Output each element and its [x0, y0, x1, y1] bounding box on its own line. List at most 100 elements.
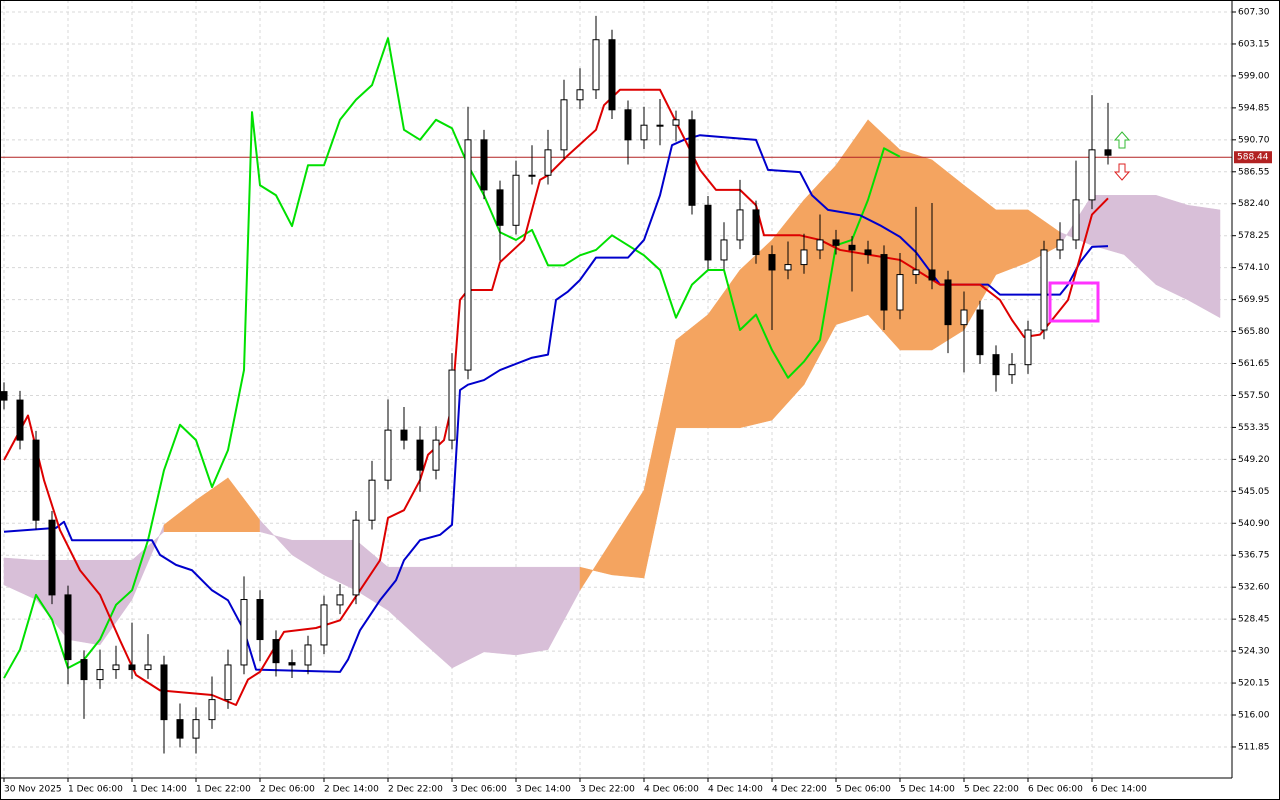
candle-body — [240, 599, 248, 666]
highlight-box — [1048, 281, 1100, 323]
x-tick-label: 3 Dec 06:00 — [452, 785, 507, 795]
candle-body — [464, 139, 472, 371]
x-tick-label: 6 Dec 06:00 — [1028, 785, 1083, 795]
candle-body — [896, 274, 904, 311]
y-tick-label: 516.00 — [1238, 711, 1270, 721]
candle-body — [800, 249, 808, 266]
y-tick-label: 574.10 — [1238, 263, 1270, 273]
cloud-segment — [1187, 204, 1221, 319]
y-tick-label: 603.15 — [1238, 39, 1270, 49]
indicator-line — [3, 88, 1109, 707]
indicator-line — [3, 134, 1109, 673]
candle-body — [272, 639, 280, 664]
x-tick-label: 30 Nov 2025 — [4, 785, 62, 795]
y-tick-label: 511.85 — [1238, 742, 1270, 752]
candle-body — [912, 269, 920, 276]
x-tick-label: 5 Dec 14:00 — [900, 785, 955, 795]
candle-body — [400, 429, 408, 441]
candle-body — [64, 594, 72, 661]
x-tick-label: 2 Dec 22:00 — [388, 785, 443, 795]
candle-body — [1056, 239, 1064, 251]
candle-body — [32, 439, 40, 521]
candle-body — [784, 264, 792, 271]
candle-body — [608, 39, 616, 111]
candle-body — [688, 119, 696, 206]
candle-body — [960, 309, 968, 326]
candle-body — [192, 719, 200, 739]
x-tick-label: 3 Dec 14:00 — [516, 785, 571, 795]
overlay — [1048, 131, 1131, 323]
candle-body — [128, 664, 136, 671]
cloud-segment — [483, 566, 517, 656]
sell-arrow — [1113, 163, 1131, 181]
y-tick-label: 565.80 — [1238, 327, 1270, 337]
candle-body — [656, 124, 664, 127]
y-tick-label: 582.40 — [1238, 199, 1270, 209]
current-price-box — [1234, 151, 1272, 164]
candle-body — [1024, 329, 1032, 366]
indicator-line — [3, 37, 901, 679]
candle-body — [288, 662, 296, 666]
x-tick-label: 3 Dec 22:00 — [580, 785, 635, 795]
x-tick-label: 1 Dec 14:00 — [132, 785, 187, 795]
y-tick-label: 590.70 — [1238, 135, 1270, 145]
candle-body — [576, 89, 584, 101]
x-tick-label: 4 Dec 06:00 — [644, 785, 699, 795]
y-tick-label: 545.05 — [1238, 487, 1270, 497]
y-tick-label: 520.15 — [1238, 679, 1270, 689]
y-tick-label: 536.75 — [1238, 551, 1270, 561]
candle-body — [112, 664, 120, 671]
y-tick-label: 528.45 — [1238, 615, 1270, 625]
candle-body — [816, 239, 824, 251]
candle-body — [224, 664, 232, 701]
candle-body — [256, 599, 264, 641]
x-tick-label: 5 Dec 22:00 — [964, 785, 1019, 795]
candle-body — [672, 119, 680, 126]
candle-body — [480, 139, 488, 191]
x-tick-label: 1 Dec 22:00 — [196, 785, 251, 795]
candle-body — [704, 204, 712, 261]
candle-body — [752, 209, 760, 256]
y-tick-label: 586.55 — [1238, 167, 1270, 177]
candle-body — [432, 439, 440, 471]
cloud-segment — [1155, 194, 1189, 301]
candle-body — [592, 39, 600, 91]
cloud-segment — [451, 566, 485, 669]
candle-body — [736, 209, 744, 241]
candle-body — [384, 429, 392, 481]
candle-body — [416, 439, 424, 471]
y-tick-label: 578.25 — [1238, 231, 1270, 241]
y-tick-label: 540.90 — [1238, 519, 1270, 529]
indicator-lines — [0, 37, 1232, 707]
candle-body — [448, 369, 456, 441]
candle-body — [336, 594, 344, 606]
candle-body — [624, 109, 632, 141]
candle-body — [48, 519, 56, 596]
candle-body — [720, 239, 728, 261]
candle-body — [880, 254, 888, 311]
x-tick-label: 4 Dec 22:00 — [772, 785, 827, 795]
candle-body — [0, 391, 8, 401]
candle-body — [1008, 364, 1016, 376]
candle-body — [992, 354, 1000, 376]
cloud-segment — [739, 239, 773, 429]
candle-body — [320, 604, 328, 646]
candle-body — [208, 699, 216, 721]
candle-body — [528, 174, 536, 177]
candle-body — [544, 149, 552, 176]
candle-body — [944, 279, 952, 326]
candle-body — [368, 479, 376, 521]
candle-body — [352, 519, 360, 596]
y-tick-label: 594.85 — [1238, 103, 1270, 113]
candles — [0, 15, 1112, 754]
candle-body — [1104, 149, 1112, 156]
current-price-label: 588.44 — [1237, 153, 1269, 163]
candle-body — [1040, 249, 1048, 331]
candle-body — [16, 399, 24, 441]
x-tick-label: 2 Dec 14:00 — [324, 785, 379, 795]
candle-body — [176, 719, 184, 739]
y-tick-label: 553.35 — [1238, 423, 1270, 433]
